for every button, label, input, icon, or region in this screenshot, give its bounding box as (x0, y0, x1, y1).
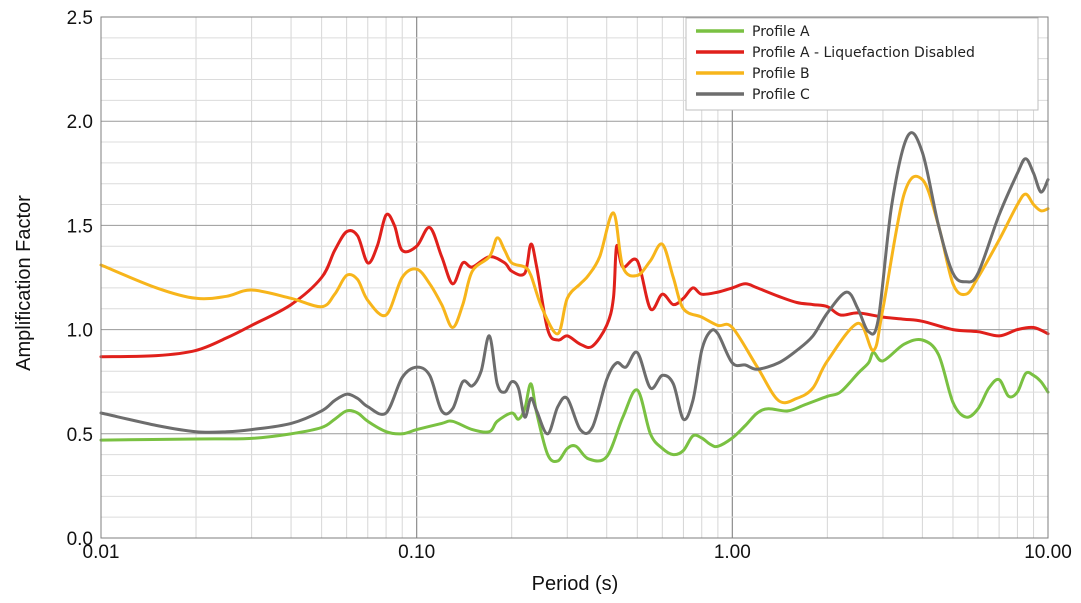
legend-label: Profile C (752, 87, 810, 103)
x-tick-label: 0.01 (83, 542, 120, 563)
y-axis-title: Amplification Factor (13, 195, 35, 371)
y-tick-label: 1.5 (67, 216, 93, 237)
series-line-3 (99, 174, 1050, 405)
y-tick-label: 1.0 (67, 321, 93, 342)
x-tick-label: 1.00 (714, 542, 751, 563)
x-tick-label: 10.00 (1024, 542, 1072, 563)
series-line-4 (99, 131, 1050, 436)
series-line-2 (99, 212, 1050, 359)
y-tick-label: 2.5 (67, 8, 93, 29)
legend-label: Profile B (752, 66, 810, 82)
tick-layer: 0.0 0.5 1.0 1.5 2.0 2.5 0.01 0.10 1.00 10.00 (67, 8, 1072, 563)
y-tick-label: 0.0 (67, 529, 93, 550)
legend-label: Profile A (752, 24, 810, 40)
plot-border (100, 16, 1049, 539)
y-tick-label: 0.5 (67, 425, 93, 446)
legend: Profile A Profile A - Liquefaction Disabl… (685, 17, 1039, 111)
series-line-1 (99, 337, 1050, 463)
x-axis-title: Period (s) (532, 573, 619, 595)
x-tick-label: 0.10 (398, 542, 435, 563)
legend-label: Profile A - Liquefaction Disabled (752, 45, 975, 61)
legend-box (685, 17, 1039, 111)
y-tick-label: 2.0 (67, 112, 93, 133)
series-layer (99, 131, 1050, 463)
